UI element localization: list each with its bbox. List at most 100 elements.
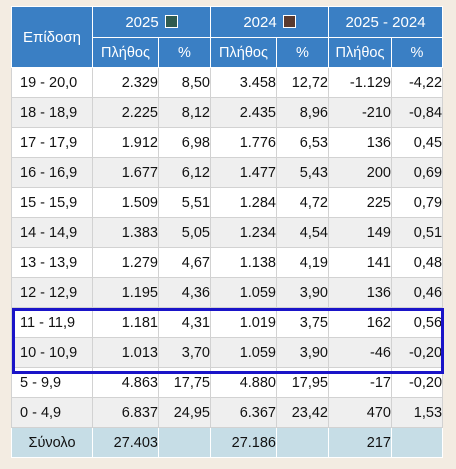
range-cell: 15 - 15,9 xyxy=(11,187,93,218)
pct-diff-cell: -0,84 xyxy=(390,97,444,128)
total-label: Σύνολο xyxy=(11,427,93,458)
year-2025-swatch-icon xyxy=(164,14,178,28)
count-2024-cell: 1.284 xyxy=(210,187,277,218)
pct-diff-cell: 0,56 xyxy=(390,307,444,338)
pct-2024-cell: 4,72 xyxy=(276,187,329,218)
count-2024-cell: 6.367 xyxy=(210,397,277,428)
range-cell: 0 - 4,9 xyxy=(11,397,93,428)
pct-2024-cell: 4,54 xyxy=(276,217,329,248)
count-2024-header: Πλήθος xyxy=(210,37,277,68)
pct-diff-cell: 0,69 xyxy=(390,157,444,188)
count-diff-header: Πλήθος xyxy=(328,37,392,68)
pct-diff-cell: 1,53 xyxy=(390,397,444,428)
count-diff-cell: 470 xyxy=(328,397,392,428)
pct-diff-cell: 0,45 xyxy=(390,127,444,158)
count-2025-cell: 1.279 xyxy=(92,247,159,278)
count-2024-cell: 1.234 xyxy=(210,217,277,248)
pct-2025-cell: 3,70 xyxy=(158,337,211,368)
table-row: 10 - 10,9 1.013 3,70 1.059 3,90 -46 -0,20 xyxy=(11,337,444,368)
range-cell: 12 - 12,9 xyxy=(11,277,93,308)
table-row: 18 - 18,9 2.225 8,12 2.435 8,96 -210 -0,84 xyxy=(11,97,444,128)
pct-diff-cell: 0,46 xyxy=(390,277,444,308)
pct-2024-cell: 4,19 xyxy=(276,247,329,278)
count-2025-cell: 1.912 xyxy=(92,127,159,158)
range-cell: 18 - 18,9 xyxy=(11,97,93,128)
range-cell: 14 - 14,9 xyxy=(11,217,93,248)
year-2024-header: 2024 xyxy=(210,6,329,38)
count-2025-cell: 1.383 xyxy=(92,217,159,248)
year-2025-label: 2025 xyxy=(125,13,159,31)
count-2025-cell: 2.225 xyxy=(92,97,159,128)
count-2024-cell: 1.776 xyxy=(210,127,277,158)
pct-2025-cell: 5,05 xyxy=(158,217,211,248)
pct-2024-cell: 3,90 xyxy=(276,277,329,308)
count-2024-cell: 1.019 xyxy=(210,307,277,338)
range-cell: 19 - 20,0 xyxy=(11,67,93,98)
pct-2024-cell: 6,53 xyxy=(276,127,329,158)
table-row: 5 - 9,9 4.863 17,75 4.880 17,95 -17 -0,20 xyxy=(11,367,444,398)
pct-2025-cell: 6,12 xyxy=(158,157,211,188)
pct-2024-cell: 3,90 xyxy=(276,337,329,368)
table-row: 15 - 15,9 1.509 5,51 1.284 4,72 225 0,79 xyxy=(11,187,444,218)
range-column-header: Επίδοση xyxy=(11,6,93,68)
count-2024-cell: 3.458 xyxy=(210,67,277,98)
pct-2024-cell: 17,95 xyxy=(276,367,329,398)
pct-2024-cell: 12,72 xyxy=(276,67,329,98)
table-row: 14 - 14,9 1.383 5,05 1.234 4,54 149 0,51 xyxy=(11,217,444,248)
score-distribution-table: Επίδοση 2025 2024 2025 - 2024 Πλήθος % Π… xyxy=(11,6,444,458)
pct-2024-cell: 3,75 xyxy=(276,307,329,338)
pct-2025-cell: 17,75 xyxy=(158,367,211,398)
range-cell: 11 - 11,9 xyxy=(11,307,93,338)
table-row: 11 - 11,9 1.181 4,31 1.019 3,75 162 0,56 xyxy=(11,307,444,338)
count-2025-cell: 4.863 xyxy=(92,367,159,398)
year-2025-header: 2025 xyxy=(92,6,211,38)
pct-2024-cell: 23,42 xyxy=(276,397,329,428)
pct-diff-header: % xyxy=(390,37,444,68)
range-cell: 17 - 17,9 xyxy=(11,127,93,158)
pct-diff-cell: 0,79 xyxy=(390,187,444,218)
pct-2025-cell: 4,31 xyxy=(158,307,211,338)
range-cell: 16 - 16,9 xyxy=(11,157,93,188)
count-2024-cell: 4.880 xyxy=(210,367,277,398)
pct-2025-cell: 5,51 xyxy=(158,187,211,218)
count-diff-cell: 141 xyxy=(328,247,392,278)
score-table-container: Επίδοση 2025 2024 2025 - 2024 Πλήθος % Π… xyxy=(11,6,444,458)
table-row: 13 - 13,9 1.279 4,67 1.138 4,19 141 0,48 xyxy=(11,247,444,278)
total-row: Σύνολο 27.403 27.186 217 xyxy=(11,427,444,458)
pct-2024-cell: 8,96 xyxy=(276,97,329,128)
count-2024-cell: 1.059 xyxy=(210,337,277,368)
count-diff-cell: 149 xyxy=(328,217,392,248)
pct-diff-cell: -4,22 xyxy=(390,67,444,98)
year-2024-swatch-icon xyxy=(282,14,296,28)
table-row: 17 - 17,9 1.912 6,98 1.776 6,53 136 0,45 xyxy=(11,127,444,158)
pct-diff-cell: 0,51 xyxy=(390,217,444,248)
count-diff-cell: 162 xyxy=(328,307,392,338)
range-cell: 13 - 13,9 xyxy=(11,247,93,278)
table-row: 0 - 4,9 6.837 24,95 6.367 23,42 470 1,53 xyxy=(11,397,444,428)
count-2025-header: Πλήθος xyxy=(92,37,159,68)
pct-2025-cell: 8,50 xyxy=(158,67,211,98)
count-2024-cell: 1.138 xyxy=(210,247,277,278)
pct-2024-header: % xyxy=(276,37,329,68)
pct-2025-cell: 4,67 xyxy=(158,247,211,278)
pct-2025-cell: 4,36 xyxy=(158,277,211,308)
pct-diff-cell: -0,20 xyxy=(390,367,444,398)
pct-diff-cell: 0,48 xyxy=(390,247,444,278)
pct-2025-cell: 24,95 xyxy=(158,397,211,428)
table-row: 19 - 20,0 2.329 8,50 3.458 12,72 -1.129 -4,22 xyxy=(11,67,444,98)
pct-2025-header: % xyxy=(158,37,211,68)
count-diff-cell: 136 xyxy=(328,277,392,308)
total-pct-2025-empty xyxy=(158,427,211,458)
count-diff-cell: -210 xyxy=(328,97,392,128)
total-count-2024: 27.186 xyxy=(210,427,277,458)
pct-2025-cell: 8,12 xyxy=(158,97,211,128)
count-2025-cell: 1.509 xyxy=(92,187,159,218)
count-diff-cell: 225 xyxy=(328,187,392,218)
count-diff-cell: 200 xyxy=(328,157,392,188)
total-pct-2024-empty xyxy=(276,427,329,458)
count-2025-cell: 6.837 xyxy=(92,397,159,428)
count-2025-cell: 2.329 xyxy=(92,67,159,98)
range-cell: 10 - 10,9 xyxy=(11,337,93,368)
pct-2025-cell: 6,98 xyxy=(158,127,211,158)
count-2024-cell: 2.435 xyxy=(210,97,277,128)
